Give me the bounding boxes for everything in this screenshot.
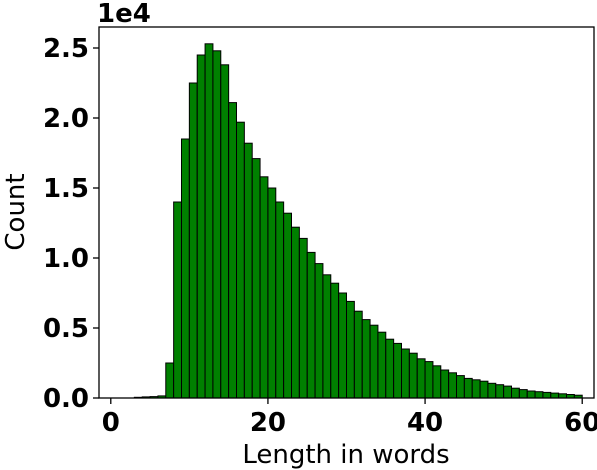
histogram-bars	[133, 43, 583, 399]
x-tick-label: 0	[102, 408, 120, 438]
histogram-bar	[511, 387, 520, 399]
histogram-bar	[275, 201, 285, 399]
histogram-bar	[377, 331, 387, 399]
x-tick-label: 20	[250, 408, 286, 438]
histogram-bar	[487, 382, 497, 399]
histogram-bar	[346, 300, 355, 399]
histogram-bar	[291, 226, 300, 399]
y-tick-label: 2.0	[43, 104, 89, 134]
histogram-bar	[456, 375, 465, 399]
histogram-bar	[534, 391, 544, 399]
histogram-bar	[314, 263, 324, 399]
histogram-bar	[212, 50, 222, 399]
histogram-bar	[188, 82, 198, 399]
histogram-bar	[479, 380, 489, 399]
histogram-bar	[393, 342, 402, 399]
histogram-bar	[471, 379, 481, 399]
histogram-bar	[448, 372, 457, 399]
histogram-bar	[322, 274, 332, 399]
x-tick-label: 40	[407, 408, 443, 438]
histogram-bar	[173, 201, 182, 399]
histogram-bar	[401, 348, 410, 399]
histogram-bar	[408, 352, 418, 399]
histogram-bar	[369, 324, 379, 399]
y-tick-label: 1.5	[43, 174, 89, 204]
plot-frame	[98, 26, 595, 399]
histogram-bar	[181, 138, 190, 399]
histogram-bar	[283, 212, 292, 399]
histogram-bar	[338, 292, 347, 399]
histogram-bar	[542, 391, 552, 399]
histogram-bar	[353, 310, 363, 399]
y-tick-label: 2.5	[43, 34, 89, 64]
histogram-bar	[196, 54, 206, 399]
histogram-bar	[165, 362, 175, 399]
histogram-bar	[251, 158, 261, 399]
histogram-bar	[416, 358, 426, 399]
histogram-bar	[385, 338, 395, 399]
x-axis-ticks: 0 20 40 60	[102, 398, 597, 438]
histogram-bar	[495, 384, 505, 399]
histogram-bar	[503, 385, 512, 399]
y-tick-label: 0.0	[43, 384, 89, 414]
histogram-bar	[361, 319, 371, 399]
y-tick-label: 1.0	[43, 244, 89, 274]
x-axis-label: Length in words	[242, 440, 449, 470]
y-tick-label: 0.5	[43, 314, 89, 344]
histogram-bar	[236, 121, 245, 399]
histogram-bar	[550, 392, 560, 399]
y-axis-ticks: 0.0 0.5 1.0 1.5 2.0 2.5	[43, 34, 99, 414]
histogram-bar	[440, 369, 450, 399]
histogram-bar	[306, 251, 316, 399]
histogram-bar	[432, 365, 442, 399]
histogram-bar	[330, 282, 340, 399]
histogram-bar	[463, 377, 473, 399]
histogram-bar	[204, 43, 214, 399]
histogram-bar	[526, 390, 536, 399]
histogram-bar	[424, 361, 434, 399]
y-axis-offset-label: 1e4	[97, 0, 151, 29]
histogram-bar	[267, 187, 277, 399]
histogram-bar	[518, 389, 528, 399]
histogram-bar	[259, 176, 269, 399]
histogram-bar	[243, 142, 253, 399]
x-tick-label: 60	[564, 408, 597, 438]
y-axis-label: Count	[1, 173, 31, 250]
histogram-bar	[298, 237, 308, 399]
histogram-bar	[228, 102, 237, 399]
histogram-bar	[220, 64, 230, 399]
